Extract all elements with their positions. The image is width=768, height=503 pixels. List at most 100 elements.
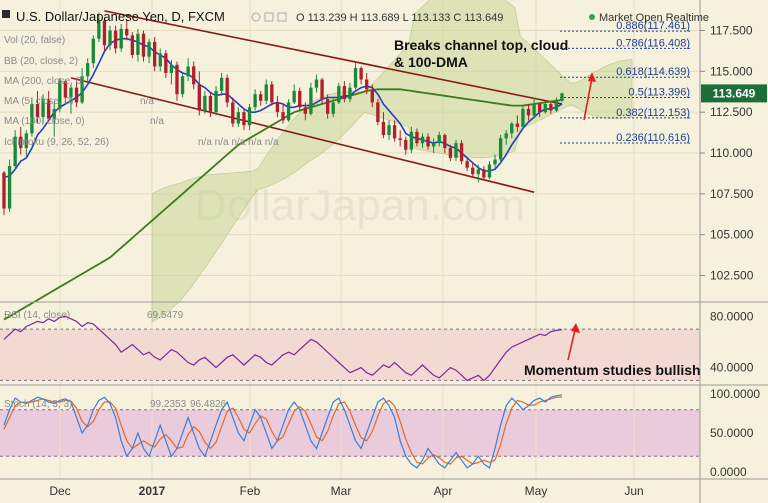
candle-body (147, 41, 151, 57)
candle-body (264, 84, 268, 101)
candle-body (337, 86, 341, 103)
price-tick-label: 112.500 (710, 105, 753, 119)
candle-body (13, 136, 17, 167)
price-tick-label: 117.500 (710, 24, 753, 38)
candle-body (370, 89, 374, 103)
candle-body (86, 63, 90, 77)
candle-body (236, 112, 241, 124)
candle-body (376, 102, 380, 122)
close-icon[interactable] (277, 12, 287, 22)
candle-body (219, 77, 224, 91)
stoch-tick-label: 100.0000 (710, 387, 760, 401)
legend-ma5[interactable]: MA (5, close, 0) (4, 96, 73, 107)
candle-body (208, 95, 213, 113)
fib-label: 0.236(110.616) (616, 132, 690, 144)
candle-body (231, 102, 235, 124)
axis-labels: 102.500 105.000 107.500 110.000 112.500 115.0… (49, 24, 760, 499)
candle-body (108, 30, 112, 46)
candle-body (348, 87, 352, 100)
candle-body (192, 66, 196, 85)
candle-body (448, 148, 453, 158)
last-price-value: 113.649 (713, 86, 756, 100)
legend-ma200[interactable]: MA (200, close, 0) (4, 76, 85, 87)
rsi-lines (3, 315, 563, 382)
channel-lines (70, 10, 563, 193)
x-tick-label: Feb (240, 484, 261, 498)
channel-bottom-line (70, 77, 535, 193)
rsi-tick-label: 80.0000 (710, 309, 754, 323)
visibility-eye-icon[interactable] (251, 12, 261, 22)
candle-body (426, 136, 430, 147)
legend-stoch-d: 96.4826 (190, 399, 227, 410)
candle-body (549, 104, 553, 111)
legend-ichimoku[interactable]: Ichimoku (9, 26, 52, 26) (4, 137, 109, 148)
ichimoku-cloud (151, 0, 633, 323)
candle-body (141, 33, 146, 57)
candle-body (365, 79, 369, 90)
fib-label: 0.382(112.153) (616, 107, 690, 119)
legend-stoch[interactable]: Stoch (14, 3, 3) (4, 399, 72, 410)
candle-body (136, 33, 140, 55)
candle-body (102, 20, 107, 46)
settings-gear-icon[interactable] (264, 12, 274, 22)
candle-body (521, 108, 525, 127)
candle-body (404, 139, 408, 150)
price-tick-label: 102.500 (710, 269, 754, 283)
candle-body (225, 77, 229, 103)
legend-vol[interactable]: Vol (20, false) (4, 35, 65, 46)
candle-body (125, 28, 129, 36)
channel-top-line (104, 10, 563, 105)
candle-body (476, 169, 480, 175)
candles (2, 12, 564, 216)
candle-body (58, 81, 62, 109)
candle-body (493, 159, 497, 165)
candle-body (74, 87, 79, 103)
candle-body (437, 135, 441, 144)
candle-body (415, 131, 419, 144)
legend-bb[interactable]: BB (20, close, 2) (4, 56, 78, 67)
annotation-momentum: Momentum studies bullish (524, 362, 701, 378)
candle-body (392, 125, 397, 139)
x-tick-label: 2017 (139, 484, 166, 498)
legend-ma100-value: n/a (150, 116, 164, 127)
candle-body (186, 66, 190, 77)
rsi-band (0, 329, 700, 381)
candle-body (197, 84, 201, 111)
legend-ma100[interactable]: MA (100, close, 0) (4, 116, 85, 127)
stoch-d-line (3, 396, 563, 465)
candle-body (538, 104, 542, 113)
header: U.S. Dollar/Japanese Yen, D, FXCM O 113.… (2, 9, 709, 24)
candle-body (214, 90, 218, 113)
candle-body (353, 68, 358, 88)
candle-body (35, 104, 40, 118)
legend-rsi[interactable]: RSI (14, close) (4, 310, 70, 321)
candle-body (69, 87, 73, 98)
candle-body (253, 94, 257, 108)
candle-body (113, 30, 118, 49)
stoch-k-line (3, 394, 563, 469)
candle-body (298, 90, 302, 108)
collapse-icon[interactable] (2, 10, 10, 18)
candle-body (510, 123, 514, 134)
candle-body (482, 169, 486, 178)
candle-body (471, 167, 475, 175)
candle-body (381, 121, 386, 136)
legend-rsi-value: 69.5479 (147, 310, 184, 321)
candle-body (270, 84, 274, 103)
candle-body (46, 99, 51, 119)
candle-body (119, 28, 123, 49)
momentum-arrow (567, 329, 576, 361)
stoch-lines (3, 394, 563, 469)
candle-body (97, 20, 101, 39)
candle-body (387, 125, 391, 136)
candle-body (24, 133, 28, 149)
candle-body (164, 53, 168, 73)
price-tick-label: 115.000 (710, 64, 753, 78)
annotation-breaks-line2: & 100-DMA (394, 54, 468, 70)
stoch-tick-label: 0.0000 (710, 465, 747, 479)
fib-label: 0.618(114.639) (616, 66, 690, 78)
candle-body (487, 164, 492, 178)
candle-body (286, 102, 291, 121)
x-tick-label: Jun (624, 484, 643, 498)
